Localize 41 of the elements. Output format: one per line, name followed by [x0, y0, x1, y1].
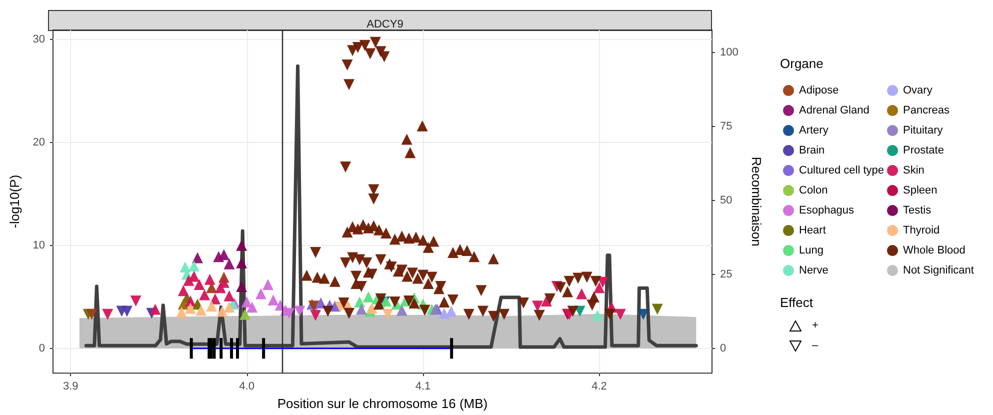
y-tick-label: 30 [32, 33, 45, 46]
text: – [812, 340, 819, 352]
x-tick-label: 4.2 [592, 380, 607, 393]
x-tick-label: 4.1 [415, 380, 431, 393]
legend-label: Pancreas [903, 104, 950, 116]
y2-tick-label: 100 [720, 46, 738, 58]
y2-tick-label: 25 [720, 268, 732, 281]
legend-label: Colon [799, 184, 828, 196]
legend-label: Ovary [903, 84, 933, 96]
legend-label: Prostate [903, 144, 944, 156]
y2-tick-label: 0 [720, 342, 726, 355]
legend-label: Spleen [903, 184, 938, 196]
y2-tick-label: 75 [720, 120, 732, 133]
legend-label: Brain [799, 144, 825, 156]
legend-label: Testis [903, 204, 932, 216]
legend-title: Organe [780, 56, 824, 71]
legend-label: Thyroid [903, 224, 940, 236]
x-tick-label: 3.9 [62, 380, 78, 393]
legend-label: Artery [799, 124, 829, 136]
chart-title: ADCY9 [366, 18, 404, 30]
legend-label: Lung [799, 244, 824, 256]
legend-label: Nerve [799, 264, 828, 276]
legend-label: Adipose [799, 84, 839, 96]
y-tick-label: 0 [38, 342, 45, 354]
legend-label: Cultured cell type [799, 164, 884, 176]
legend-label: Heart [799, 224, 826, 236]
y-axis-title: -log10(P) [7, 174, 22, 228]
x-axis-title: Position sur le chromosome 16 (MB) [277, 396, 488, 411]
text: + [812, 320, 818, 332]
legend-label: Whole Blood [903, 244, 966, 256]
legend-label: Skin [903, 164, 924, 176]
y2-tick-label: 50 [720, 194, 732, 207]
legend-label: Esophagus [799, 204, 855, 216]
y-tick-label: 20 [32, 136, 45, 148]
x-tick-label: 4.0 [239, 380, 254, 393]
y2-axis-title: Recombinaison [749, 156, 764, 246]
legend-label: Pituitary [903, 124, 944, 136]
y-tick-label: 10 [32, 239, 45, 252]
text: Effect [780, 295, 814, 310]
legend-label: Not Significant [903, 264, 974, 276]
legend-label: Adrenal Gland [799, 104, 870, 116]
